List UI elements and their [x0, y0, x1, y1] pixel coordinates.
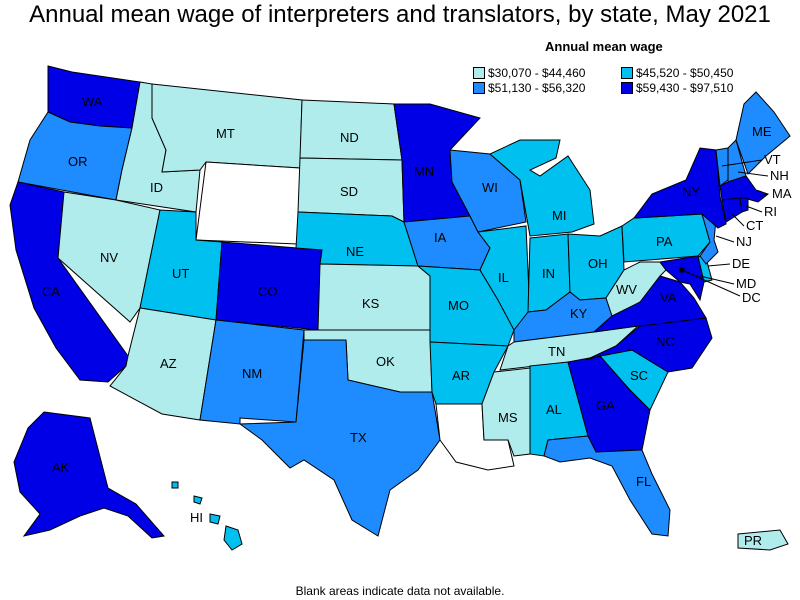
state-labels: WA OR CA ID NV MT WY UT AZ CO NM ND SD N… — [42, 94, 792, 548]
label-oh: OH — [588, 256, 608, 271]
state-tx[interactable] — [238, 339, 441, 537]
label-ar: AR — [452, 368, 470, 383]
label-wi: WI — [482, 180, 498, 195]
label-nd: ND — [340, 130, 359, 145]
label-nc: NC — [656, 334, 675, 349]
state-hi[interactable] — [223, 525, 243, 551]
label-ky: KY — [570, 306, 588, 321]
label-fl: FL — [636, 474, 651, 489]
label-ne: NE — [346, 244, 364, 259]
label-mo: MO — [448, 298, 469, 313]
label-nh: NH — [770, 168, 789, 183]
state-wy[interactable] — [195, 161, 301, 245]
state-nc[interactable] — [585, 317, 713, 373]
label-ri: RI — [764, 204, 777, 219]
label-ma: MA — [772, 186, 792, 201]
state-ri[interactable] — [739, 197, 749, 213]
legend-title: Annual mean wage — [545, 39, 663, 54]
state-fl[interactable] — [543, 435, 671, 537]
state-me[interactable] — [735, 91, 791, 175]
state-mi[interactable] — [489, 139, 595, 237]
label-ks: KS — [362, 296, 380, 311]
leader-lines — [681, 159, 769, 297]
label-vt: VT — [764, 152, 781, 167]
label-ak: AK — [52, 460, 70, 475]
label-nv: NV — [100, 250, 118, 265]
label-ga: GA — [596, 398, 615, 413]
legend-label-tier3: $51,130 - $56,320 — [488, 81, 586, 95]
legend-swatch-tier1 — [473, 67, 485, 79]
dc-marker — [679, 267, 685, 273]
legend-swatch-tier3 — [473, 82, 485, 94]
label-sc: SC — [630, 368, 648, 383]
label-nj: NJ — [736, 234, 752, 249]
label-tx: TX — [350, 430, 367, 445]
label-wv: WV — [616, 282, 637, 297]
legend-label-tier2: $45,520 - $50,450 — [636, 66, 734, 80]
legend-swatch-tier4 — [621, 82, 633, 94]
label-md: MD — [736, 276, 756, 291]
label-mn: MN — [414, 164, 434, 179]
label-hi: HI — [190, 510, 203, 525]
state-ak[interactable] — [13, 411, 165, 539]
label-va: VA — [660, 290, 677, 305]
label-ct: CT — [746, 218, 763, 233]
state-tn[interactable] — [499, 325, 640, 371]
label-ms: MS — [498, 410, 518, 425]
label-id: ID — [150, 180, 163, 195]
state-ct[interactable] — [721, 197, 743, 223]
label-pr: PR — [744, 533, 762, 548]
label-me: ME — [752, 124, 772, 139]
legend-label-tier4: $59,430 - $97,510 — [636, 81, 734, 95]
label-wa: WA — [82, 94, 103, 109]
state-il[interactable] — [477, 225, 531, 331]
label-az: AZ — [160, 356, 177, 371]
label-mi: MI — [552, 208, 566, 223]
state-hi-group[interactable] — [171, 481, 243, 551]
legend-label-tier1: $30,070 - $44,460 — [488, 66, 586, 80]
label-ny: NY — [682, 184, 700, 199]
label-tn: TN — [548, 344, 565, 359]
state-pr[interactable] — [737, 529, 789, 551]
legend-swatch-tier2 — [621, 67, 633, 79]
state-hi-island-kauai[interactable] — [171, 481, 179, 489]
state-hi-island-maui[interactable] — [209, 513, 221, 525]
label-ca: CA — [42, 284, 60, 299]
label-or: OR — [68, 154, 88, 169]
label-co: CO — [258, 284, 278, 299]
map-title: Annual mean wage of interpreters and tra… — [29, 1, 771, 28]
label-mt: MT — [216, 126, 235, 141]
state-ny[interactable] — [632, 147, 727, 229]
label-de: DE — [732, 256, 750, 271]
label-al: AL — [546, 402, 562, 417]
label-ut: UT — [172, 266, 189, 281]
footnote: Blank areas indicate data not available. — [295, 584, 505, 598]
state-hi-island-oahu[interactable] — [193, 495, 203, 505]
label-ok: OK — [376, 354, 395, 369]
label-ia: IA — [434, 230, 447, 245]
label-nm: NM — [242, 366, 262, 381]
label-dc: DC — [742, 290, 761, 305]
label-in: IN — [542, 266, 555, 281]
label-il: IL — [498, 270, 509, 285]
label-sd: SD — [340, 184, 358, 199]
label-pa: PA — [656, 234, 673, 249]
